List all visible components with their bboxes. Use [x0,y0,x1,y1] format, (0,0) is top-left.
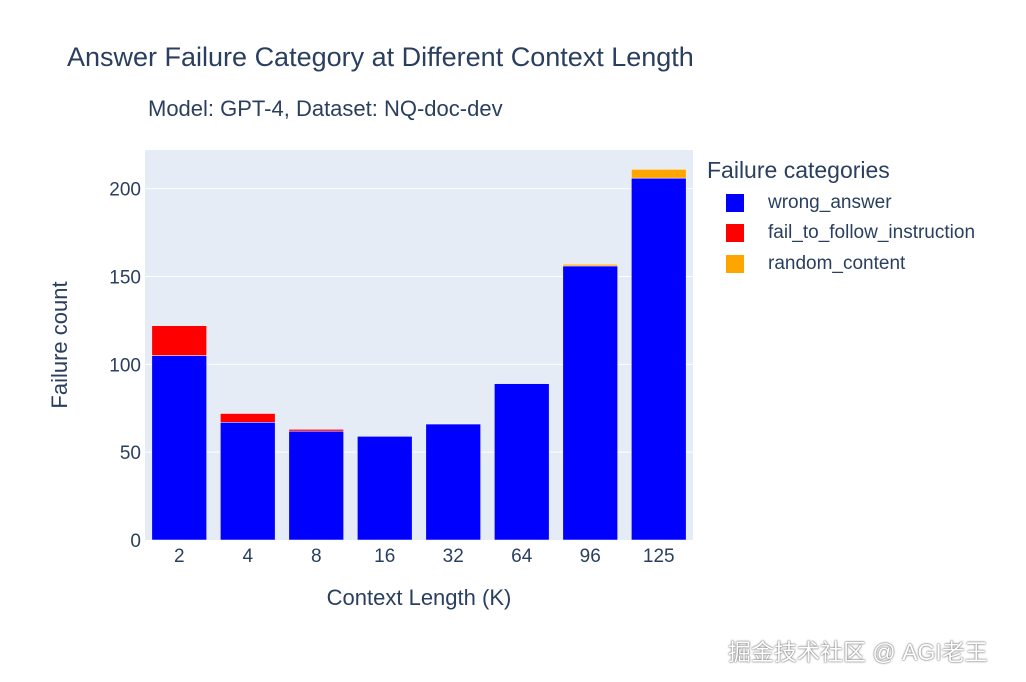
bar-wrong-answer-96 [562,265,618,541]
bar-random-content-96 [562,263,618,267]
x-tick-label: 4 [242,546,253,567]
y-tick-label: 200 [109,180,141,201]
x-tick-label: 16 [374,546,395,567]
legend-swatch-random-content [726,255,744,273]
y-tick-label: 150 [109,267,141,288]
legend-item-fail-to-follow-instruction[interactable]: fail_to_follow_instruction [726,222,975,244]
bar-wrong-answer-125 [631,177,687,541]
x-tick-label: 8 [311,546,322,567]
legend-title: Failure categories [707,157,890,183]
bar-fail-to-follow-instruction-8 [288,429,344,432]
y-tick-label: 0 [130,531,141,552]
bar-random-content-125 [631,169,687,179]
bar-wrong-answer-32 [425,423,481,541]
legend-swatch-fail-to-follow-instruction [726,224,744,242]
bar-wrong-answer-4 [220,422,276,541]
bar-wrong-answer-16 [357,436,413,541]
chart-title: Answer Failure Category at Different Con… [67,42,694,72]
x-tick-label: 125 [643,546,675,567]
bar-wrong-answer-2 [151,355,207,541]
chart-subtitle: Model: GPT-4, Dataset: NQ-doc-dev [148,96,503,121]
x-tick-label: 2 [174,546,185,567]
legend-label-random-content: random_content [768,253,906,274]
watermark: 掘金技术社区 @ AGI老王 [728,639,988,665]
bar-wrong-answer-64 [494,383,550,541]
legend-item-random-content[interactable]: random_content [726,253,905,275]
legend-item-wrong-answer[interactable]: wrong_answer [726,192,892,214]
y-axis-title: Failure count [47,281,72,408]
y-tick-label: 50 [120,443,141,464]
x-axis-title: Context Length (K) [327,585,512,610]
legend-label-wrong-answer: wrong_answer [768,192,892,213]
legend-label-fail-to-follow-instruction: fail_to_follow_instruction [768,222,976,243]
bar-wrong-answer-8 [288,430,344,541]
y-tick-label: 100 [109,355,141,376]
legend-swatch-wrong-answer [726,194,744,212]
x-tick-label: 96 [580,546,601,567]
bar-fail-to-follow-instruction-2 [151,325,207,356]
x-tick-label: 64 [511,546,533,567]
x-tick-label: 32 [443,546,464,567]
bar-fail-to-follow-instruction-4 [220,413,276,423]
